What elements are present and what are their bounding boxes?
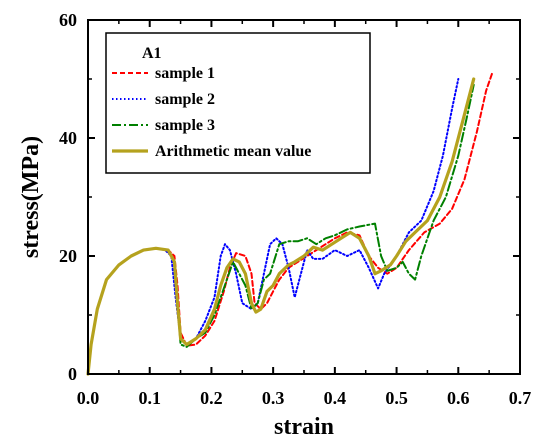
x-tick-label: 0.4	[324, 388, 347, 408]
x-tick-label: 0.6	[447, 388, 470, 408]
y-tick-label: 40	[59, 128, 77, 148]
ticks-layer: 0.0 0.1 0.2 0.3 0.4 0.5 0.6 0.7 0 20 40 60	[59, 10, 531, 408]
legend-label-2: sample 2	[155, 91, 215, 108]
y-tick-label: 20	[59, 246, 77, 266]
x-tick-label: 0.0	[77, 388, 100, 408]
legend-label-4: Arithmetic mean value	[155, 143, 311, 160]
legend-title: A1	[142, 45, 162, 62]
y-tick-label: 60	[59, 10, 77, 30]
legend-box	[105, 32, 371, 174]
x-tick-label: 0.3	[262, 388, 285, 408]
y-axis-title: stress(MPa)	[18, 136, 44, 258]
series-line-4	[86, 77, 476, 376]
legend-label-1: sample 1	[155, 65, 215, 82]
y-tick-label: 0	[68, 364, 77, 384]
x-tick-label: 0.7	[509, 388, 532, 408]
legend-label-3: sample 3	[155, 117, 215, 134]
x-axis-title: strain	[274, 414, 334, 440]
x-tick-label: 0.2	[200, 388, 223, 408]
x-tick-label: 0.5	[385, 388, 408, 408]
x-tick-label: 0.1	[138, 388, 161, 408]
legend: A1 sample 1 sample 2 sample 3 Arithmetic me…	[105, 32, 371, 174]
series-layer	[86, 72, 494, 376]
